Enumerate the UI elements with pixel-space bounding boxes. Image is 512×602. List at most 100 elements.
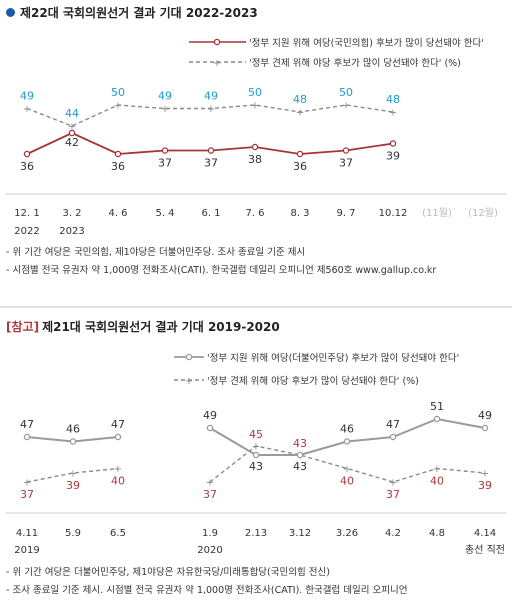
opposition-data-label: 40 [430,475,444,488]
opposition-data-label: 39 [478,479,492,492]
legend2-marker-opposition: + [185,376,193,387]
legend2-marker-ruling [185,353,193,361]
ruling-point-marker [23,433,31,441]
x-tick-label: 10.12 [379,208,408,219]
opposition-data-label: 40 [340,475,354,488]
ruling-data-label: 49 [478,409,492,422]
section-divider [0,306,512,308]
check-data-label: 44 [65,107,79,120]
check-data-label: 48 [386,93,400,106]
x-tick-label: 4. 6 [108,208,127,219]
check-data-label: 49 [20,90,34,103]
ruling-point-marker [69,438,77,445]
check-data-label: 48 [293,93,307,106]
title-bullet-icon [6,8,15,17]
opposition-point-marker: + [23,478,31,489]
check-point-marker: + [342,101,350,112]
support-point-marker [114,150,122,158]
ruling-data-label: 51 [430,400,444,413]
series2-opposition-line [209,445,486,483]
x-tick-label: (11월) [422,207,452,219]
opposition-data-label: 40 [111,475,125,488]
support-data-label: 36 [293,160,307,173]
legend-marker-support [213,38,221,46]
opposition-data-label: 43 [293,437,307,450]
x-tick-label: 12. 1 [14,208,39,219]
check-data-label: 50 [111,86,125,99]
support-data-label: 37 [339,157,353,170]
support-data-label: 42 [65,136,79,149]
x-tick-label-2: 4.8 [429,528,445,539]
support-data-label: 37 [158,157,172,170]
opposition-point-marker: + [114,464,122,475]
ruling-point-marker [433,415,441,423]
ruling-point-marker [389,433,397,441]
legend2-label-opposition: '정부 견제 위해 야당 후보가 많이 당선돼야 한다' (%) [207,375,419,387]
ruling-data-label: 43 [249,460,263,473]
x-year-label-2: 2020 [197,545,222,556]
opposition-point-marker: + [433,464,441,475]
x-tick-label-2: 6.5 [110,528,126,539]
x-tick-label: (12월) [468,207,498,219]
check-point-marker: + [296,108,304,119]
opposition-point-marker: + [69,469,77,480]
opposition-point-marker: + [252,442,260,453]
support-data-label: 39 [386,150,400,163]
support-point-marker [251,143,259,151]
ruling-data-label: 47 [386,418,400,431]
x-tick-label: 3. 2 [62,208,81,219]
support-point-marker [68,129,76,137]
x-tick-label-2: 3.26 [336,528,358,539]
support-point-marker [23,150,31,158]
support-point-marker [389,140,397,147]
ruling-point-marker [114,433,122,441]
support-point-marker [207,147,215,154]
x-tick-label-2: 5.9 [65,528,81,539]
opposition-data-label: 37 [20,488,34,501]
ruling-point-marker [481,424,489,432]
ruling-data-label: 46 [340,423,354,436]
ruling-data-label: 43 [293,460,307,473]
check-point-marker: + [251,101,259,112]
x-tick-label-2: 4.2 [385,528,401,539]
series2-opposition-line [26,467,119,483]
x-tick-label: 7. 6 [245,208,264,219]
x-tick-label: 5. 4 [155,208,174,219]
opposition-data-label: 45 [249,428,263,441]
x-tick-label-2: 2.13 [245,528,267,539]
ruling-data-label: 46 [66,423,80,436]
ruling-point-marker [296,451,304,459]
ruling-data-label: 49 [203,409,217,422]
opposition-point-marker: + [481,469,489,480]
series-check-line [26,104,394,127]
chart2-title-text: 제21대 국회의원선거 결과 기대 2019-2020 [42,320,280,334]
check-point-marker: + [68,122,76,133]
opposition-data-label: 39 [66,479,80,492]
support-data-label: 36 [111,160,125,173]
x-year-label-2: 2019 [14,545,39,556]
check-point-marker: + [114,101,122,112]
x-tick-label-2: 4.14 [474,528,496,539]
chart2-title: [참고] 제21대 국회의원선거 결과 기대 2019-2020 [6,318,280,335]
check-data-label: 49 [204,90,218,103]
opposition-point-marker: + [389,478,397,489]
check-point-marker: + [161,104,169,115]
support-data-label: 38 [248,153,262,166]
ruling-point-marker [252,451,260,459]
chart1-note-1: - 위 기간 여당은 국민의힘, 제1야당은 더불어민주당. 조사 종료일 기준… [6,247,306,258]
chart2-note-1: - 위 기간 여당은 더불어민주당, 제1야당은 자유한국당/미래통합당(국민의… [6,567,330,578]
support-point-marker [161,147,169,154]
support-data-label: 36 [20,160,34,173]
x-tick-label: 9. 7 [336,208,355,219]
chart2-note-2: - 조사 종료일 기준 제시. 시점별 전국 유권자 약 1,000명 전화조사… [6,585,408,596]
check-point-marker: + [207,104,215,115]
x-year-label: 2022 [14,226,39,237]
x-tick-label: 8. 3 [290,208,309,219]
opposition-data-label: 37 [203,488,217,501]
legend2-label-ruling: '정부 지원 위해 여당(더불어민주당) 후보가 많이 당선돼야 한다' [207,352,459,364]
check-data-label: 50 [248,86,262,99]
support-point-marker [342,147,350,154]
check-data-label: 49 [158,90,172,103]
x-tick-label-2: 3.12 [289,528,311,539]
